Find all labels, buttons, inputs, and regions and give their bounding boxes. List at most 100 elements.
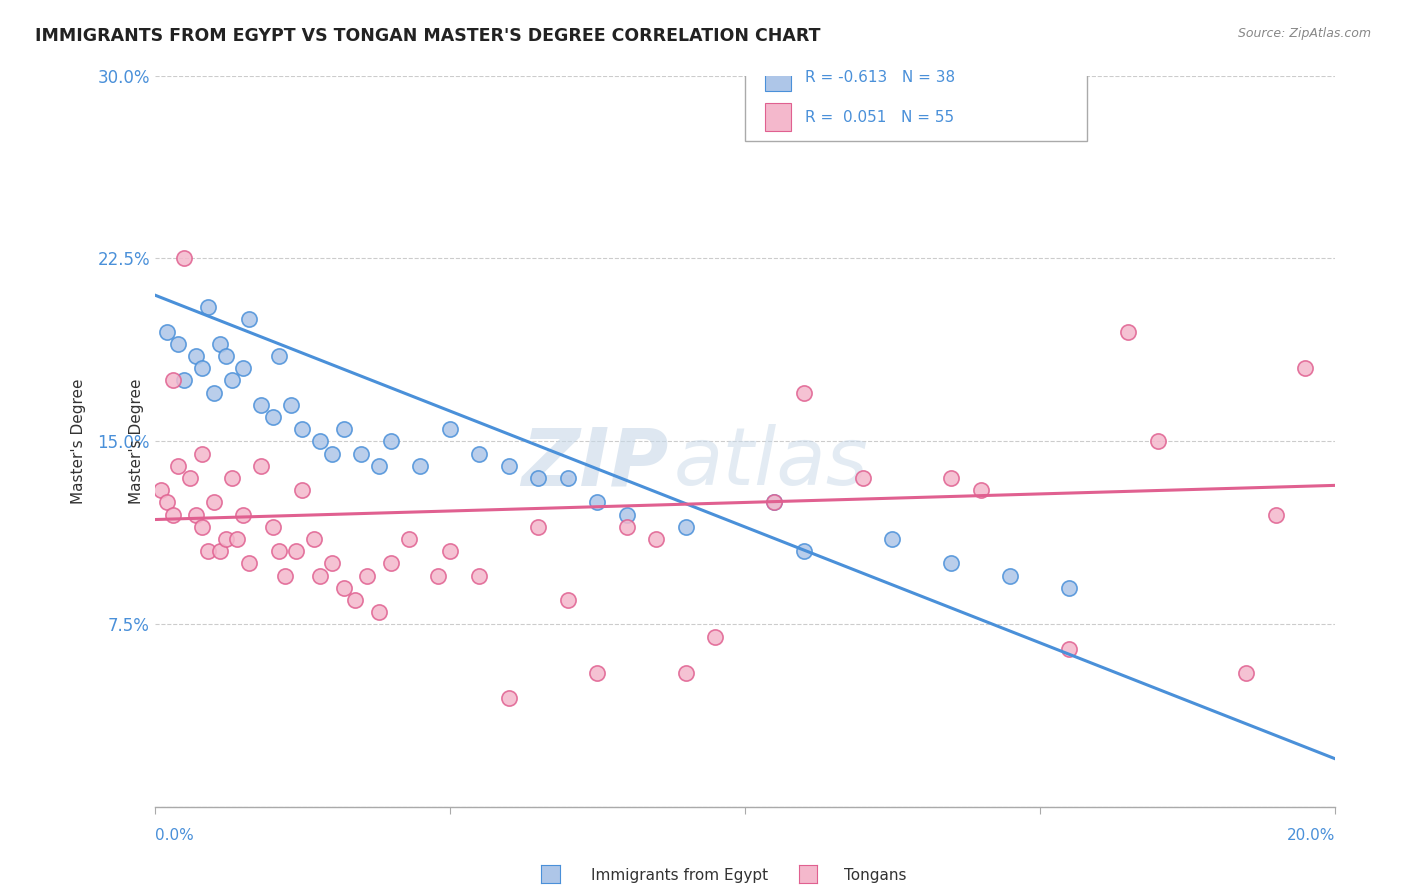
Bar [765,103,790,131]
Text: Tongans: Tongans [844,869,905,883]
Point [941,471,963,485]
Point [498,458,520,473]
Point [191,447,214,461]
Point [250,398,273,412]
Text: ZIP: ZIP [520,425,668,502]
Point [191,520,214,534]
Point [309,568,332,582]
Point [793,544,815,558]
Point [262,520,284,534]
Point [557,593,579,607]
Point [280,398,302,412]
Point [498,690,520,705]
Point [208,544,231,558]
Text: IMMIGRANTS FROM EGYPT VS TONGAN MASTER'S DEGREE CORRELATION CHART: IMMIGRANTS FROM EGYPT VS TONGAN MASTER'S… [35,27,821,45]
Point [156,495,179,509]
Point [173,252,195,266]
Point [156,325,179,339]
Point [321,557,343,571]
Point [221,374,243,388]
Point [1116,325,1139,339]
Point [586,495,609,509]
Point [616,508,638,522]
FancyBboxPatch shape [745,50,1087,142]
Point [149,483,172,498]
Point [202,495,225,509]
Point [427,568,450,582]
Point [409,458,432,473]
Point [191,361,214,376]
Point [221,471,243,485]
Point [1294,361,1316,376]
Point [262,410,284,425]
Text: R =  0.051   N = 55: R = 0.051 N = 55 [806,110,955,125]
Point [214,532,236,546]
Point [167,458,190,473]
Point [970,483,993,498]
Point [232,508,254,522]
Point [214,349,236,363]
Point [645,532,668,546]
Point [356,568,378,582]
Point [332,422,354,436]
Point [202,385,225,400]
Point [197,544,219,558]
Point [291,422,314,436]
Text: atlas: atlas [673,425,869,502]
Point [250,458,273,473]
Point [557,471,579,485]
Point [285,544,308,558]
Point [302,532,325,546]
Point [267,349,290,363]
Point [793,385,815,400]
Bar [765,63,790,92]
Point [226,532,249,546]
Point [1146,434,1168,449]
Point [368,458,391,473]
Point [704,630,727,644]
Point [1234,666,1257,681]
Point [675,666,697,681]
Point [321,447,343,461]
Point [238,557,260,571]
Point [291,483,314,498]
Y-axis label: Master's Degree: Master's Degree [129,379,143,504]
Point [380,557,402,571]
Point [332,581,354,595]
Point [763,495,786,509]
Point [763,495,786,509]
Point [1059,581,1081,595]
Point [344,593,367,607]
Point [527,520,550,534]
Point [380,434,402,449]
Point [162,374,184,388]
Point [238,312,260,326]
Point [675,520,697,534]
Point [184,349,207,363]
Point [1264,508,1286,522]
Point [267,544,290,558]
Point [586,666,609,681]
Point [309,434,332,449]
Point [173,374,195,388]
Point [1059,641,1081,656]
Point [527,471,550,485]
Point [197,300,219,314]
Point [273,568,295,582]
Point [368,605,391,619]
Point [1000,568,1022,582]
Point [162,508,184,522]
Point [350,447,373,461]
Text: Immigrants from Egypt: Immigrants from Egypt [591,869,768,883]
Point [882,532,904,546]
Text: 0.0%: 0.0% [155,829,194,843]
Point [208,337,231,351]
Point [398,532,420,546]
Point [468,568,491,582]
Point [439,544,461,558]
Text: Source: ZipAtlas.com: Source: ZipAtlas.com [1237,27,1371,40]
Point [184,508,207,522]
Point [167,337,190,351]
Point [439,422,461,436]
Point [616,520,638,534]
